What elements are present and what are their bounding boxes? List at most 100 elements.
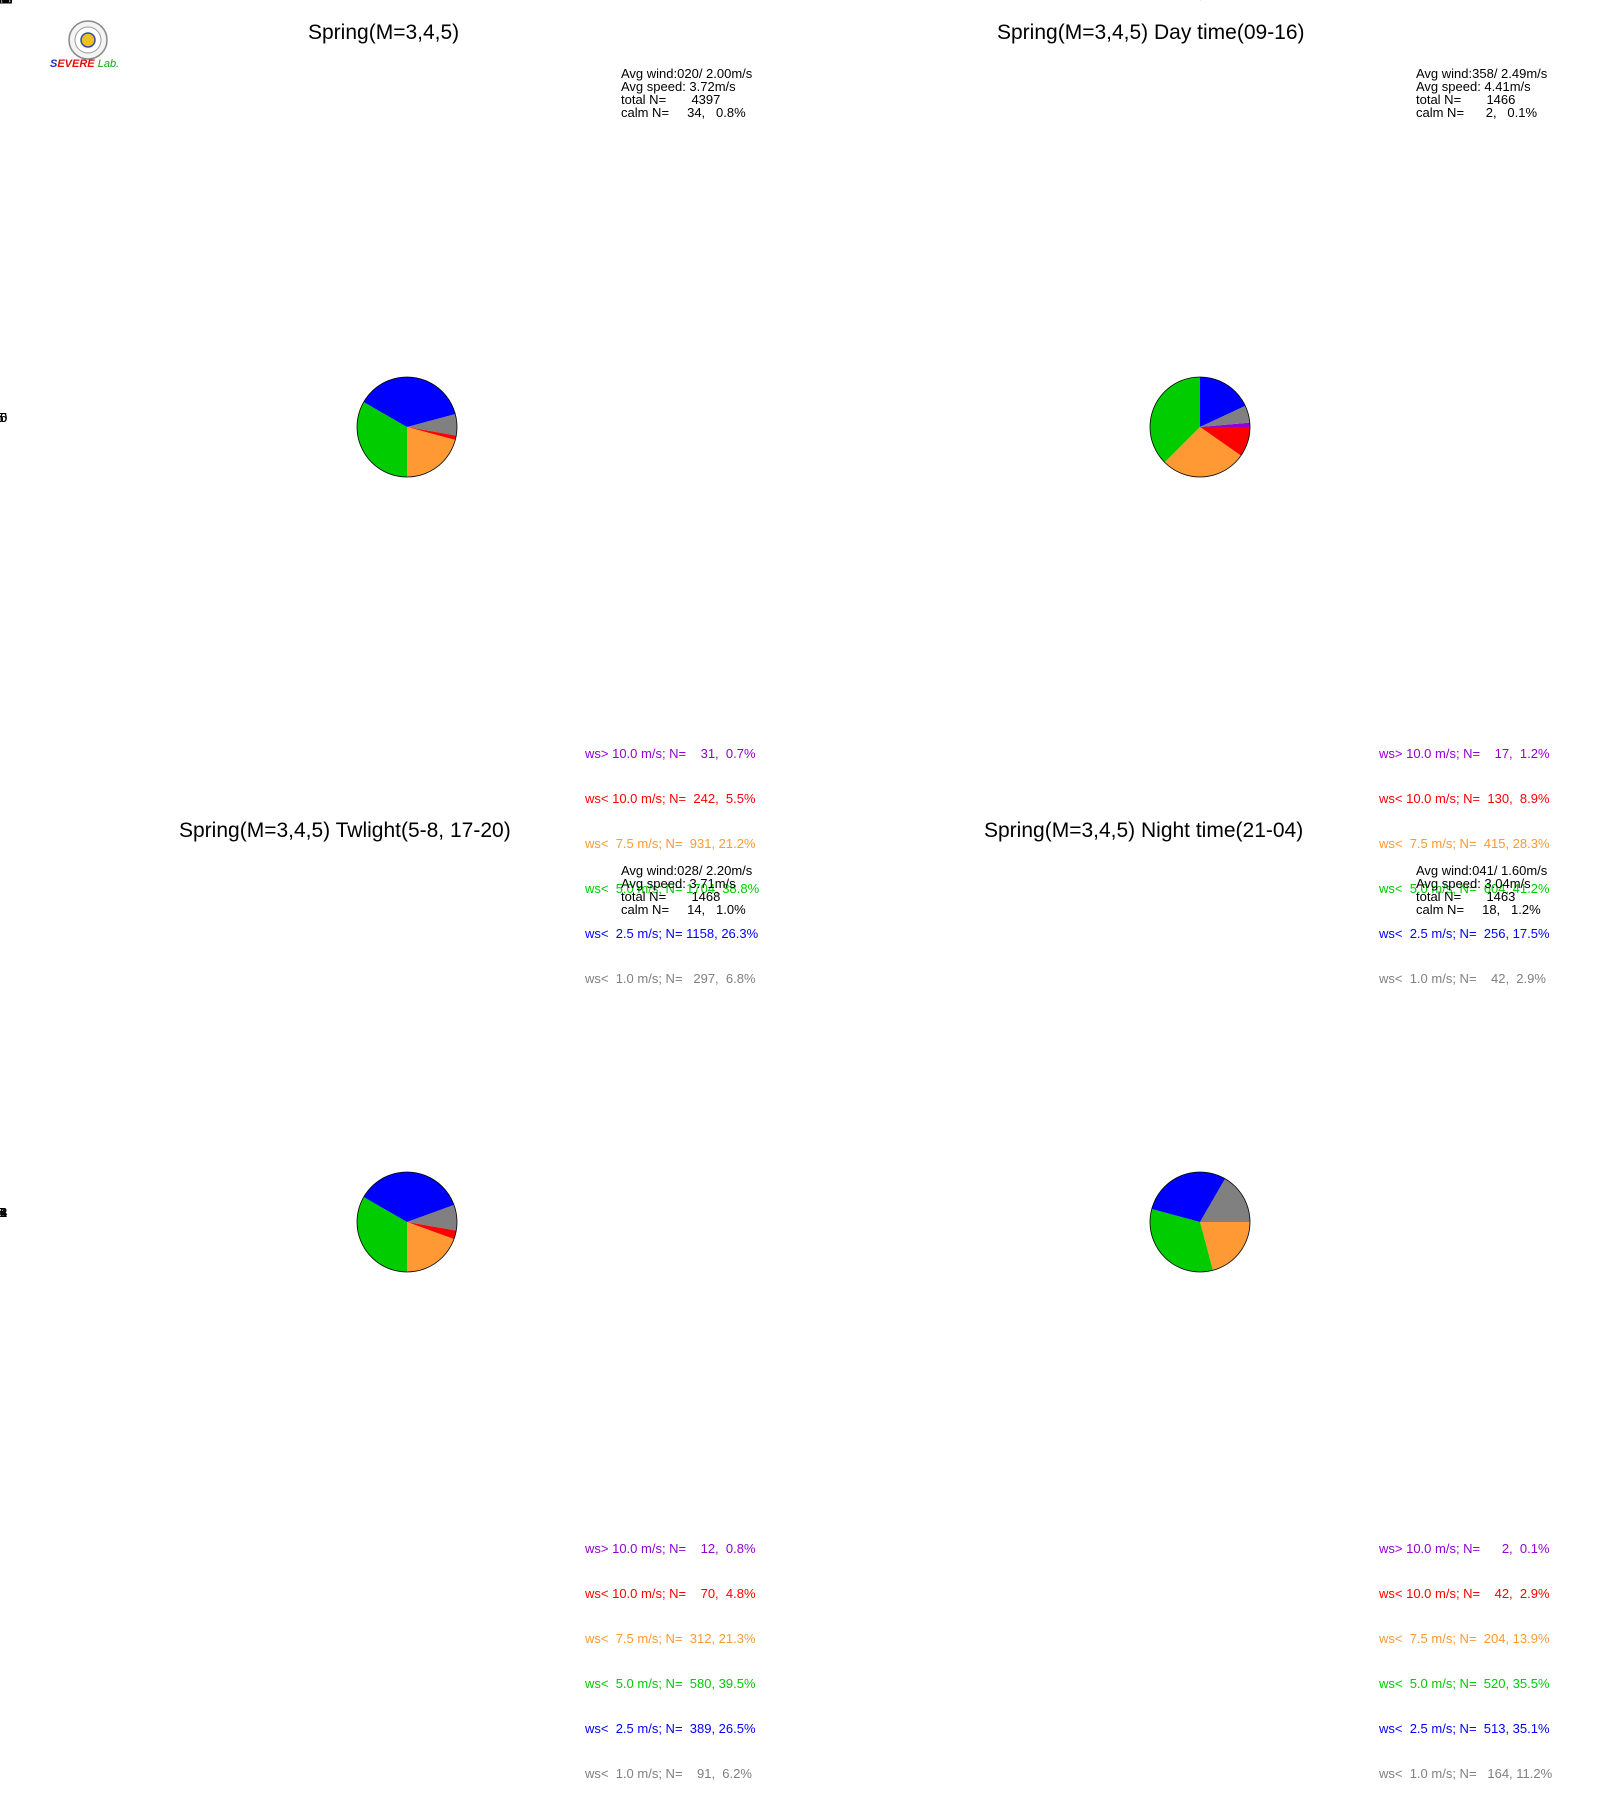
- avg-wind: Avg wind:020/ 2.00m/s: [621, 66, 753, 81]
- calm-circle: [1149, 1171, 1251, 1273]
- legend-lt1: ws< 1.0 m/s; N= 42, 2.9%: [1379, 971, 1546, 986]
- bar-value-label: 2: [0, 0, 4, 6]
- bar-value-label: 2.3: [0, 0, 9, 6]
- calm-pie-slice-lt7_5: [1200, 1222, 1250, 1271]
- calm-pie-slice-gt10: [1200, 422, 1250, 427]
- bar-value-label: 12.7: [0, 0, 13, 6]
- bar-value-label: 5.7: [0, 0, 9, 6]
- calm-pie-slice-lt5: [1149, 377, 1200, 463]
- bar-value-label: 13.7: [0, 0, 13, 6]
- wind-rose-chart: 714215.73.516.519.810.04.92.52.32.32.32.…: [0, 0, 1251, 1273]
- bar-value-label: 2.3: [0, 0, 9, 6]
- stats-block: Avg wind:041/ 1.60m/s Avg speed: 3.04m/s t…: [1416, 864, 1547, 916]
- bar-value-label: 7.9: [0, 0, 9, 6]
- bar-value-label: 5.3: [0, 0, 9, 6]
- bar-value-label: 14.2: [0, 0, 13, 6]
- bar-value-label: 12.3: [0, 0, 13, 6]
- avg-speed: Avg speed: 3.72m/s: [621, 79, 736, 94]
- calm-pie-slice-lt5: [356, 1197, 407, 1272]
- bar-value-label: 14.6: [0, 0, 13, 6]
- avg-speed: Avg speed: 4.41m/s: [1416, 79, 1531, 94]
- bar-value-label: 2.0: [0, 0, 9, 6]
- panel-title: Spring(M=3,4,5) Day time(09-16): [997, 21, 1305, 44]
- calm-pie-slice-lt10: [407, 427, 457, 440]
- speed-legend: ws> 10.0 m/s; N= 31, 0.7% ws< 10.0 m/s; …: [585, 716, 759, 1016]
- bar-value-label: 5.3: [0, 0, 9, 6]
- bar-value-label: 19.8: [0, 0, 13, 6]
- calm-pie-slice-lt2_5: [1151, 1172, 1225, 1222]
- legend-lt1: ws< 1.0 m/s; N= 297, 6.8%: [585, 971, 756, 986]
- ring-label: 5: [0, 410, 4, 425]
- calm-pie-slice-lt2_5: [363, 1172, 454, 1222]
- ring-label: 21: [0, 1205, 7, 1220]
- bar-value-label: 13.3: [0, 0, 13, 6]
- seal-icon: [68, 20, 108, 60]
- legend-lt10: ws< 10.0 m/s; N= 42, 2.9%: [1379, 1586, 1550, 1601]
- bar-value-label: 2.7: [0, 0, 9, 6]
- bar-value-label: 11.3: [0, 0, 12, 6]
- bar-value-label: 2.2: [0, 0, 9, 6]
- wind-rose-figure: SEVERE Lab. Spring(M=3,4,5) Avg wind:020…: [0, 0, 1552, 1781]
- avg-wind: Avg wind:041/ 1.60m/s: [1416, 863, 1548, 878]
- bar-value-label: 2.3: [0, 0, 9, 6]
- calm-circle: [1149, 376, 1251, 478]
- calm-pie-slice-lt7_5: [407, 427, 456, 477]
- legend-lt10: ws< 10.0 m/s; N= 70, 4.8%: [585, 1586, 756, 1601]
- calm-pie-slice-lt1: [1200, 1178, 1250, 1222]
- ring-label: 15: [0, 410, 7, 425]
- bar-value-label: 4.0: [0, 0, 9, 6]
- bar-value-label: 2.1: [0, 0, 9, 6]
- wind-rose-chart: 510155.37.911.314.212.35.72.92.12.12.13.…: [0, 0, 458, 478]
- legend-lt10: ws< 10.0 m/s; N= 130, 8.9%: [1379, 791, 1550, 806]
- calm-pie-slice-lt2_5: [1200, 377, 1246, 427]
- stats-block: Avg wind:358/ 2.49m/s Avg speed: 4.41m/s t…: [1416, 67, 1547, 119]
- bar-value-label: 2: [0, 0, 4, 6]
- total-n: total N= 1468: [621, 889, 721, 904]
- bar-value-label: 2.1: [0, 0, 9, 6]
- legend-lt5: ws< 5.0 m/s; N= 580, 39.5%: [585, 1676, 756, 1691]
- lab-logo: SEVERE Lab.: [50, 20, 142, 82]
- bar-value-label: 2.5: [0, 0, 9, 6]
- bar-value-label: 3.7: [0, 0, 9, 6]
- calm-n: calm N= 34, 0.8%: [621, 105, 746, 120]
- bar-value-label: 3.1: [0, 0, 9, 6]
- calm-pie-slice-lt10: [1200, 427, 1250, 456]
- bar-value-label: 2.9: [0, 0, 9, 6]
- legend-lt1: ws< 1.0 m/s; N= 164, 11.2%: [1379, 1766, 1553, 1781]
- calm-circle: [356, 1171, 458, 1273]
- bar-value-label: 6.5: [0, 0, 9, 6]
- bar-value-label: 5.7: [0, 0, 9, 6]
- legend-lt2-5: ws< 2.5 m/s; N= 513, 35.1%: [1379, 1721, 1550, 1736]
- avg-wind: Avg wind:028/ 2.20m/s: [621, 863, 753, 878]
- speed-legend: ws> 10.0 m/s; N= 2, 0.1% ws< 10.0 m/s; N…: [1379, 1511, 1552, 1811]
- panel-title: Spring(M=3,4,5): [308, 21, 460, 44]
- bar-value-label: 3.9: [0, 0, 9, 6]
- calm-circle: [356, 376, 458, 478]
- calm-pie-slice-lt5: [1150, 1209, 1213, 1272]
- bar-value-label: 16.5: [0, 0, 13, 6]
- ring-label: 10: [0, 410, 7, 425]
- calm-pie-slice-lt5: [356, 402, 407, 477]
- bar-value-label: 3.5: [0, 0, 9, 6]
- ring-label: 12: [0, 1205, 7, 1220]
- ring-label: 7: [0, 1205, 4, 1220]
- bar-value-label: 4.9: [0, 0, 9, 6]
- bar-value-label: 2.7: [0, 0, 9, 6]
- ring-label: 18: [0, 1205, 7, 1220]
- legend-gt10: ws> 10.0 m/s; N= 17, 1.2%: [1379, 746, 1550, 761]
- total-n: total N= 1466: [1416, 92, 1516, 107]
- legend-lt5: ws< 5.0 m/s; N= 520, 35.5%: [1379, 1676, 1550, 1691]
- avg-speed: Avg speed: 3.71m/s: [621, 876, 736, 891]
- ring-label: 14: [0, 1205, 7, 1220]
- avg-speed: Avg speed: 3.04m/s: [1416, 876, 1531, 891]
- bar-value-label: 2.6: [0, 0, 9, 6]
- bar-value-label: 9.2: [0, 0, 9, 6]
- bar-value-label: 2.2: [0, 0, 9, 6]
- total-n: total N= 1463: [1416, 889, 1516, 904]
- legend-lt7-5: ws< 7.5 m/s; N= 415, 28.3%: [1379, 836, 1550, 851]
- stats-block: Avg wind:028/ 2.20m/s Avg speed: 3.71m/s t…: [621, 864, 752, 916]
- bar-value-label: 10.0: [0, 0, 13, 6]
- legend-lt2-5: ws< 2.5 m/s; N= 256, 17.5%: [1379, 926, 1550, 941]
- calm-pie-slice-lt1: [1200, 405, 1250, 427]
- logo-text: SEVERE Lab.: [50, 58, 120, 70]
